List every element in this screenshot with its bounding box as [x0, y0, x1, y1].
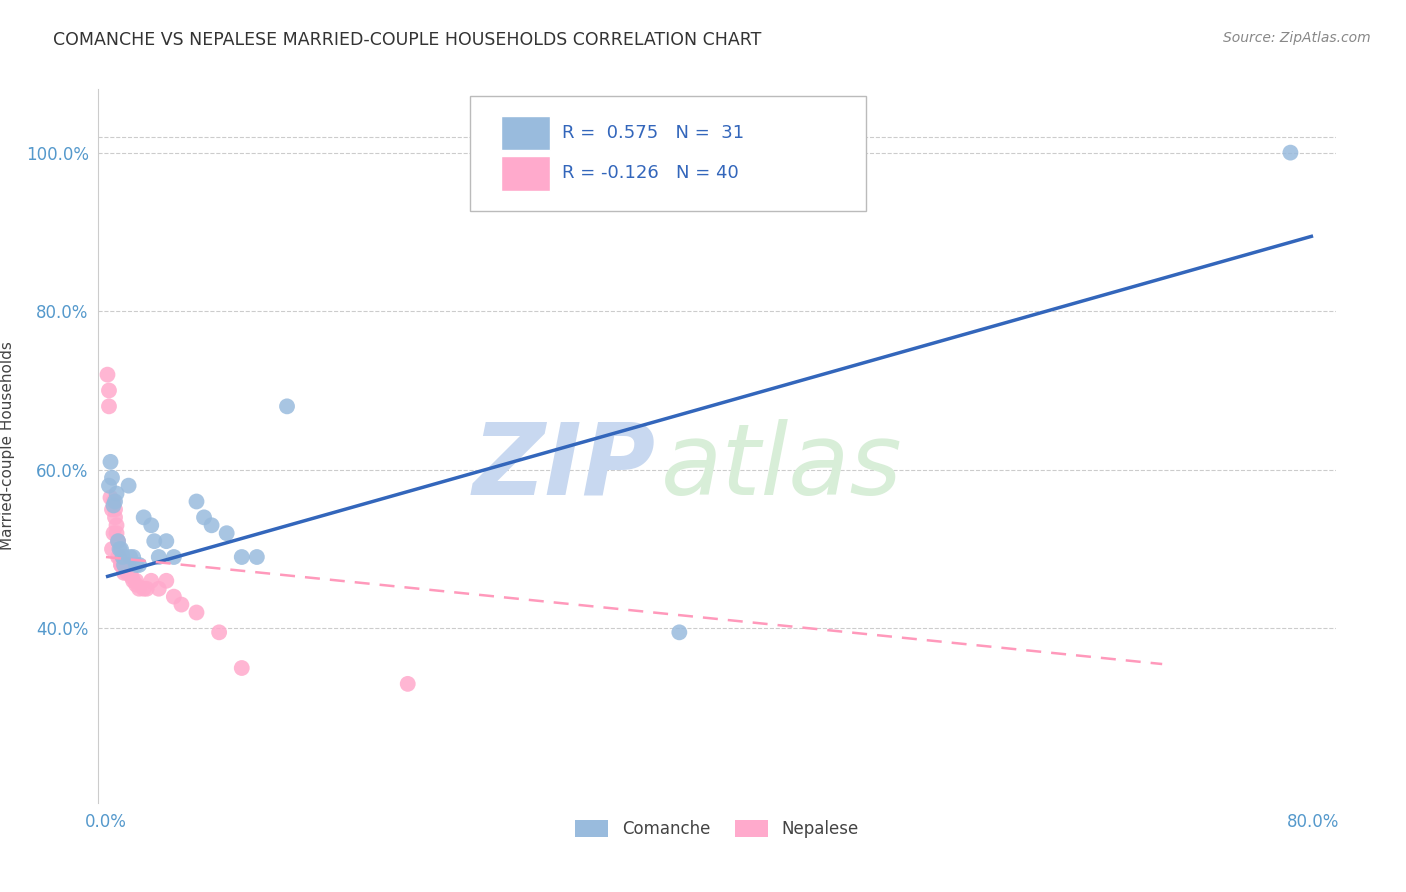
- Point: [112, 566, 135, 580]
- Point: [120, 549, 142, 564]
- Point: [105, 486, 128, 500]
- Point: [121, 570, 143, 584]
- Point: [163, 549, 186, 564]
- Point: [96, 368, 118, 382]
- Point: [148, 582, 170, 596]
- Point: [668, 625, 690, 640]
- Text: atlas: atlas: [661, 419, 903, 516]
- Point: [105, 526, 128, 541]
- Text: COMANCHE VS NEPALESE MARRIED-COUPLE HOUSEHOLDS CORRELATION CHART: COMANCHE VS NEPALESE MARRIED-COUPLE HOUS…: [53, 31, 762, 49]
- Point: [186, 494, 208, 508]
- Point: [104, 494, 127, 508]
- Point: [122, 574, 145, 588]
- Point: [125, 574, 148, 588]
- Point: [98, 384, 121, 398]
- Text: R =  0.575   N =  31: R = 0.575 N = 31: [562, 124, 745, 142]
- Point: [111, 549, 134, 564]
- Point: [141, 574, 163, 588]
- Point: [163, 590, 186, 604]
- Point: [100, 491, 122, 505]
- Point: [112, 558, 135, 572]
- FancyBboxPatch shape: [501, 156, 550, 191]
- Point: [117, 566, 139, 580]
- Point: [215, 526, 238, 541]
- Point: [132, 510, 155, 524]
- Point: [98, 400, 121, 414]
- Point: [101, 471, 124, 485]
- Legend: Comanche, Nepalese: Comanche, Nepalese: [568, 813, 866, 845]
- Point: [186, 606, 208, 620]
- Text: Source: ZipAtlas.com: Source: ZipAtlas.com: [1223, 31, 1371, 45]
- Point: [246, 549, 269, 564]
- Point: [128, 558, 150, 572]
- Point: [200, 518, 222, 533]
- Point: [108, 542, 131, 557]
- Point: [100, 455, 122, 469]
- Point: [117, 478, 139, 492]
- Point: [143, 534, 166, 549]
- Point: [98, 478, 121, 492]
- Point: [141, 518, 163, 533]
- Point: [103, 499, 125, 513]
- Point: [231, 661, 253, 675]
- FancyBboxPatch shape: [501, 116, 550, 150]
- Point: [276, 400, 298, 414]
- Point: [231, 549, 253, 564]
- Point: [128, 582, 150, 596]
- Point: [125, 558, 148, 572]
- Point: [117, 558, 139, 572]
- Point: [107, 534, 129, 549]
- FancyBboxPatch shape: [470, 96, 866, 211]
- Point: [105, 518, 128, 533]
- Point: [108, 549, 131, 564]
- Point: [115, 566, 138, 580]
- Point: [122, 549, 145, 564]
- Point: [120, 566, 142, 580]
- Point: [155, 574, 177, 588]
- Point: [101, 502, 124, 516]
- Point: [1279, 145, 1302, 160]
- Point: [107, 534, 129, 549]
- Point: [103, 526, 125, 541]
- Point: [155, 534, 177, 549]
- Point: [132, 582, 155, 596]
- Point: [104, 510, 127, 524]
- Point: [170, 598, 193, 612]
- Point: [103, 494, 125, 508]
- Point: [104, 502, 127, 516]
- Point: [111, 558, 134, 572]
- Text: R = -0.126   N = 40: R = -0.126 N = 40: [562, 164, 740, 182]
- Point: [110, 558, 132, 572]
- Point: [101, 542, 124, 557]
- Text: ZIP: ZIP: [472, 419, 655, 516]
- Point: [193, 510, 215, 524]
- Point: [396, 677, 419, 691]
- Point: [125, 578, 148, 592]
- Y-axis label: Married-couple Households: Married-couple Households: [0, 342, 14, 550]
- Point: [148, 549, 170, 564]
- Point: [208, 625, 231, 640]
- Point: [135, 582, 157, 596]
- Point: [110, 542, 132, 557]
- Point: [114, 558, 136, 572]
- Point: [107, 549, 129, 564]
- Point: [110, 558, 132, 572]
